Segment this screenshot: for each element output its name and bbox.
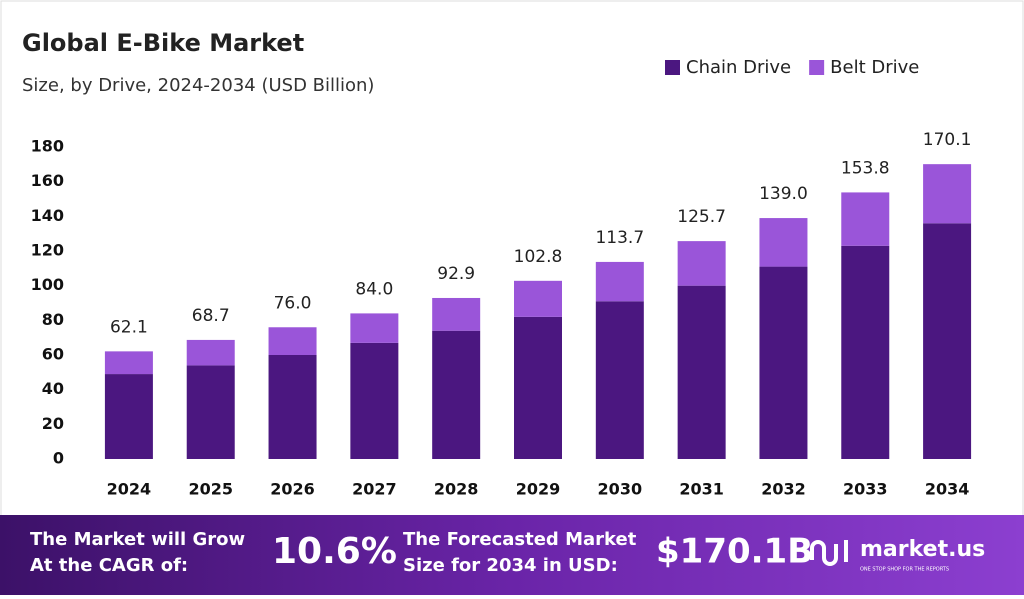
forecast-value: $170.1B (656, 532, 813, 572)
y-tick-label: 160 (31, 171, 64, 190)
total-label: 68.7 (192, 306, 230, 326)
bar-segment (104, 351, 153, 375)
y-tick-label: 120 (31, 241, 64, 260)
y-tick-label: 40 (42, 379, 64, 398)
legend-swatch (665, 60, 680, 75)
y-tick-label: 180 (31, 137, 64, 156)
bar-segment (595, 261, 644, 302)
bar-segment (759, 266, 808, 459)
bar-segment (595, 301, 644, 459)
total-label: 84.0 (355, 279, 393, 299)
x-tick-label: 2032 (761, 480, 806, 499)
y-tick-label: 20 (42, 414, 64, 433)
total-label: 125.7 (677, 207, 726, 227)
bar-segment (432, 297, 481, 331)
legend-swatch (809, 60, 825, 75)
x-tick-label: 2024 (107, 480, 152, 499)
banner-text: The Market will Grow (30, 529, 245, 550)
total-label: 139.0 (759, 184, 808, 204)
bar-segment (104, 374, 153, 459)
bar-segment (923, 223, 972, 459)
chart-title: Global E-Bike Market (22, 29, 304, 57)
total-label: 102.8 (514, 247, 563, 267)
bar-segment (350, 313, 399, 343)
banner-text: Size for 2034 in USD: (403, 555, 618, 576)
banner (0, 515, 1024, 595)
total-label: 170.1 (923, 130, 972, 150)
bar-segment (514, 280, 562, 317)
x-tick-label: 2031 (679, 480, 724, 499)
bar-segment (923, 164, 972, 224)
bar-segment (186, 339, 235, 366)
y-tick-label: 80 (42, 310, 64, 329)
y-tick-label: 100 (31, 275, 64, 294)
bar-segment (268, 355, 317, 459)
total-label: 62.1 (110, 317, 148, 337)
y-tick-label: 0 (53, 449, 64, 468)
cagr-value: 10.6% (272, 531, 397, 572)
bar-segment (677, 241, 726, 286)
bar-segment (677, 285, 726, 459)
x-tick-label: 2029 (516, 480, 561, 499)
legend-label: Belt Drive (830, 57, 919, 78)
bar-segment (350, 342, 399, 459)
bar-segment (268, 327, 317, 355)
bar-segment (432, 330, 481, 459)
bar-segment (514, 316, 562, 459)
x-tick-label: 2028 (434, 480, 479, 499)
x-tick-label: 2034 (925, 480, 970, 499)
banner-text: At the CAGR of: (30, 555, 188, 576)
x-tick-label: 2026 (270, 480, 315, 499)
x-tick-label: 2030 (598, 480, 643, 499)
total-label: 92.9 (437, 264, 475, 284)
x-tick-label: 2027 (352, 480, 397, 499)
x-tick-label: 2033 (843, 480, 888, 499)
bar-segment (841, 245, 890, 459)
x-tick-label: 2025 (188, 480, 233, 499)
banner-text: The Forecasted Market (403, 529, 637, 550)
total-label: 153.8 (841, 158, 890, 178)
total-label: 76.0 (274, 293, 312, 313)
tagline: ONE STOP SHOP FOR THE REPORTS (860, 567, 949, 573)
y-tick-label: 140 (31, 206, 64, 225)
brand: market.us (860, 537, 985, 562)
bar-segment (759, 218, 808, 267)
y-tick-label: 60 (42, 345, 64, 364)
legend-label: Chain Drive (686, 57, 791, 78)
chart-subtitle: Size, by Drive, 2024-2034 (USD Billion) (22, 75, 374, 96)
brand-logo (810, 540, 848, 566)
total-label: 113.7 (595, 228, 644, 248)
bar-segment (841, 192, 890, 246)
bar-segment (186, 365, 235, 459)
